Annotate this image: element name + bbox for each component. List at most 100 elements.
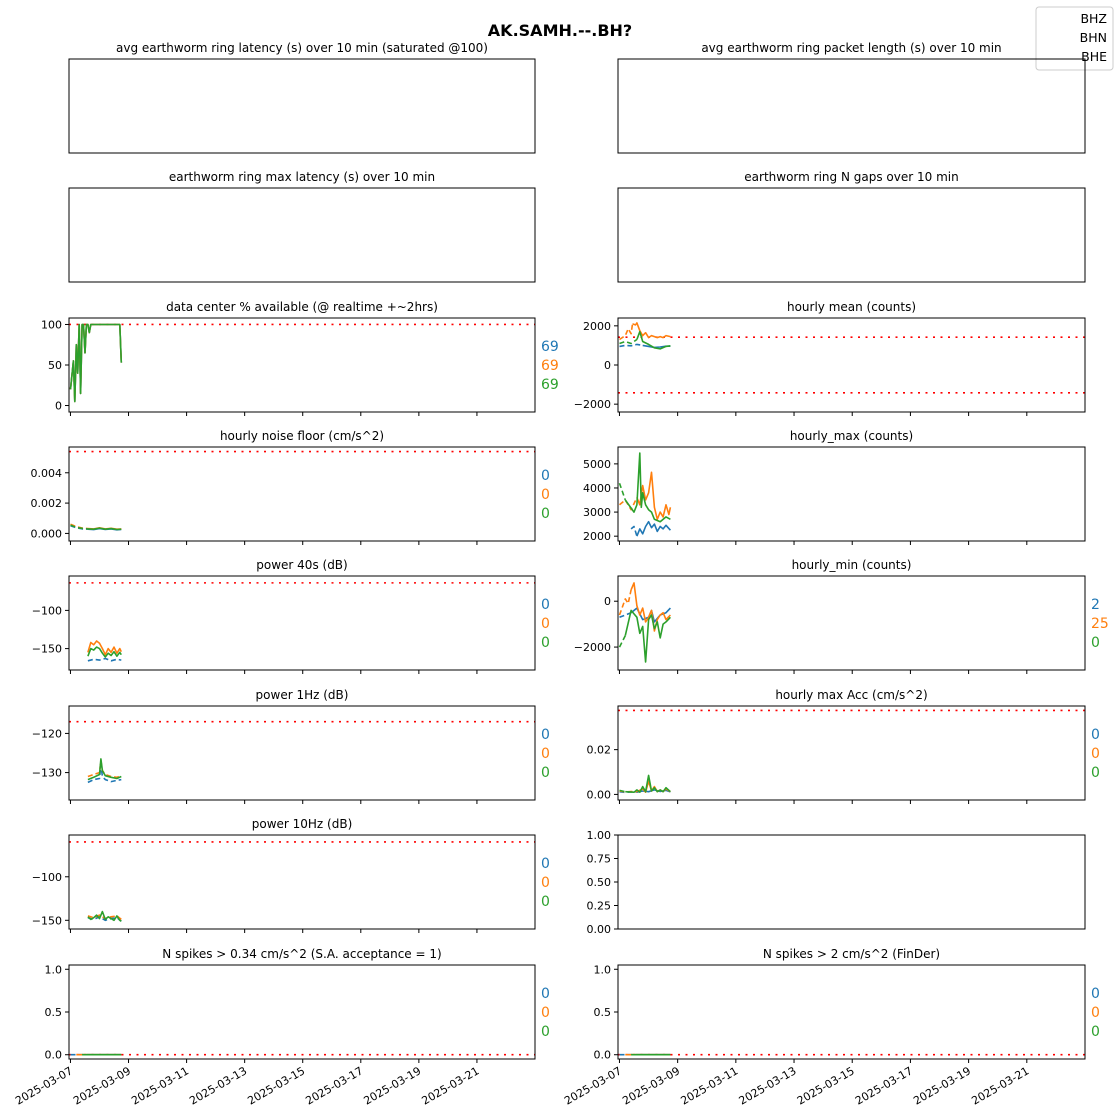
panel-packet_len: avg earthworm ring packet length (s) ove…: [617, 41, 1086, 154]
axes-frame: [68, 317, 536, 413]
y-tick-label: 1.0: [594, 963, 612, 976]
y-tick-label: 0.5: [594, 1006, 612, 1019]
axes-frame: [68, 705, 536, 801]
panel-title: earthworm ring N gaps over 10 min: [744, 170, 958, 184]
side-label-bhz: 0: [541, 468, 550, 484]
axes-frame: [617, 446, 1086, 542]
side-label-bhe: 0: [1091, 1024, 1100, 1040]
series-bhe: [625, 774, 671, 794]
side-label-bhn: 0: [541, 746, 550, 762]
x-tick-label: 2025-03-11: [678, 1064, 740, 1107]
series-bhz-dashed: [87, 915, 122, 922]
axes-frame: [617, 705, 1086, 801]
y-tick-label: 1.00: [587, 829, 612, 842]
x-tick-label: 2025-03-13: [737, 1064, 799, 1107]
axes-frame: [68, 446, 536, 542]
axes-frame: [617, 575, 1086, 671]
side-label-bhe: 0: [541, 506, 550, 522]
series-bhe: [87, 527, 122, 531]
side-label-bhz: 0: [541, 597, 550, 613]
series-bhe-dashed: [619, 789, 626, 793]
side-label-bhz: 0: [541, 986, 550, 1002]
y-tick-label: −100: [32, 604, 62, 617]
x-tick-label: 2025-03-07: [562, 1064, 624, 1107]
y-tick-label: −150: [32, 643, 62, 656]
y-tick-label: −150: [32, 914, 62, 927]
y-tick-label: −130: [32, 767, 62, 780]
panel-title: power 1Hz (dB): [256, 688, 349, 702]
panel-grid: avg earthworm ring latency (s) over 10 m…: [13, 41, 1109, 1108]
y-tick-label: 0.004: [31, 467, 63, 480]
series-bhz-dashed: [630, 525, 638, 537]
y-tick-label: 1.0: [45, 963, 63, 976]
x-tick-label: 2025-03-17: [853, 1064, 915, 1107]
series-bhe: [87, 910, 122, 922]
y-tick-label: 0.000: [31, 527, 63, 540]
series-bhn-dashed: [618, 497, 638, 511]
axes-frame: [617, 834, 1086, 930]
series-bhz: [636, 520, 671, 537]
panel-hourly_min: hourly_min (counts) −2000 0 2 25 0: [574, 558, 1109, 674]
y-tick-label: 100: [41, 318, 62, 331]
y-tick-label: −2000: [574, 398, 611, 411]
panel-title: power 40s (dB): [256, 558, 347, 572]
panel-title: hourly noise floor (cm/s^2): [220, 429, 384, 443]
series-bhe: [624, 452, 671, 523]
series-bhz-dashed: [87, 657, 122, 662]
side-label-bhn: 0: [541, 875, 550, 891]
series-bhe: [624, 609, 671, 663]
y-tick-label: 0.0: [45, 1049, 63, 1062]
side-label-bhn: 0: [1091, 1005, 1100, 1021]
y-tick-label: 0.02: [587, 744, 612, 757]
y-tick-label: 4000: [583, 482, 611, 495]
y-tick-label: 0.002: [31, 497, 63, 510]
series-bhz: [636, 789, 671, 793]
side-label-bhe: 0: [541, 765, 550, 781]
x-tick-label: 2025-03-09: [620, 1064, 682, 1107]
panel-spikes_finder: N spikes > 2 cm/s^2 (FinDer)2025-03-0720…: [562, 947, 1100, 1108]
side-label-bhz: 0: [541, 856, 550, 872]
y-tick-label: 0.25: [587, 900, 612, 913]
panel-n_gaps: earthworm ring N gaps over 10 min: [617, 170, 1086, 283]
panel-hourly_max_acc: hourly max Acc (cm/s^2) 0.00 0.02 0 0 0: [587, 688, 1100, 804]
y-tick-label: −100: [32, 871, 62, 884]
y-tick-label: 0.5: [45, 1006, 63, 1019]
series-bhe-dashed: [619, 338, 638, 345]
panel-title: N spikes > 2 cm/s^2 (FinDer): [763, 947, 940, 961]
y-tick-label: 3000: [583, 506, 611, 519]
series-bhe: [636, 330, 671, 350]
axes-frame: [68, 575, 536, 671]
side-label-bhn: 0: [541, 487, 550, 503]
axes-frame: [617, 187, 1086, 283]
y-tick-label: 0.00: [587, 923, 612, 936]
legend-entry-bhn: BHN: [1080, 30, 1107, 45]
plot-area: [69, 841, 535, 922]
figure-title: AK.SAMH.--.BH?: [488, 21, 632, 40]
side-label-bhz: 69: [541, 339, 559, 355]
panel-title: hourly mean (counts): [787, 300, 916, 314]
side-label-bhn: 25: [1091, 616, 1109, 632]
side-label-bhe: 69: [541, 377, 559, 393]
y-tick-label: 50: [48, 359, 62, 372]
side-label-bhe: 0: [541, 635, 550, 651]
y-tick-label: 0.0: [594, 1049, 612, 1062]
side-label-bhz: 0: [1091, 986, 1100, 1002]
plot-area: [69, 323, 535, 403]
series-bhe: [69, 323, 123, 403]
side-label-bhn: 0: [1091, 746, 1100, 762]
panel-power_40s: power 40s (dB) −150 −100 0 0 0: [32, 558, 550, 674]
side-label-bhz: 2: [1091, 597, 1100, 613]
y-tick-label: 2000: [583, 530, 611, 543]
legend: BHZ BHN BHE: [1035, 6, 1114, 71]
plot-area: [618, 709, 1085, 794]
x-tick-label: 2025-03-13: [187, 1064, 249, 1107]
y-tick-label: 0: [604, 359, 611, 372]
series-bhn: [630, 582, 671, 632]
panel-spikes_sa: N spikes > 0.34 cm/s^2 (S.A. acceptance …: [13, 947, 550, 1108]
panel-pct_available: data center % available (@ realtime +~2h…: [41, 300, 559, 416]
plot-area: [69, 450, 535, 531]
side-label-bhz: 0: [1091, 727, 1100, 743]
side-label-bhe: 0: [1091, 765, 1100, 781]
legend-frame: [1035, 6, 1114, 71]
